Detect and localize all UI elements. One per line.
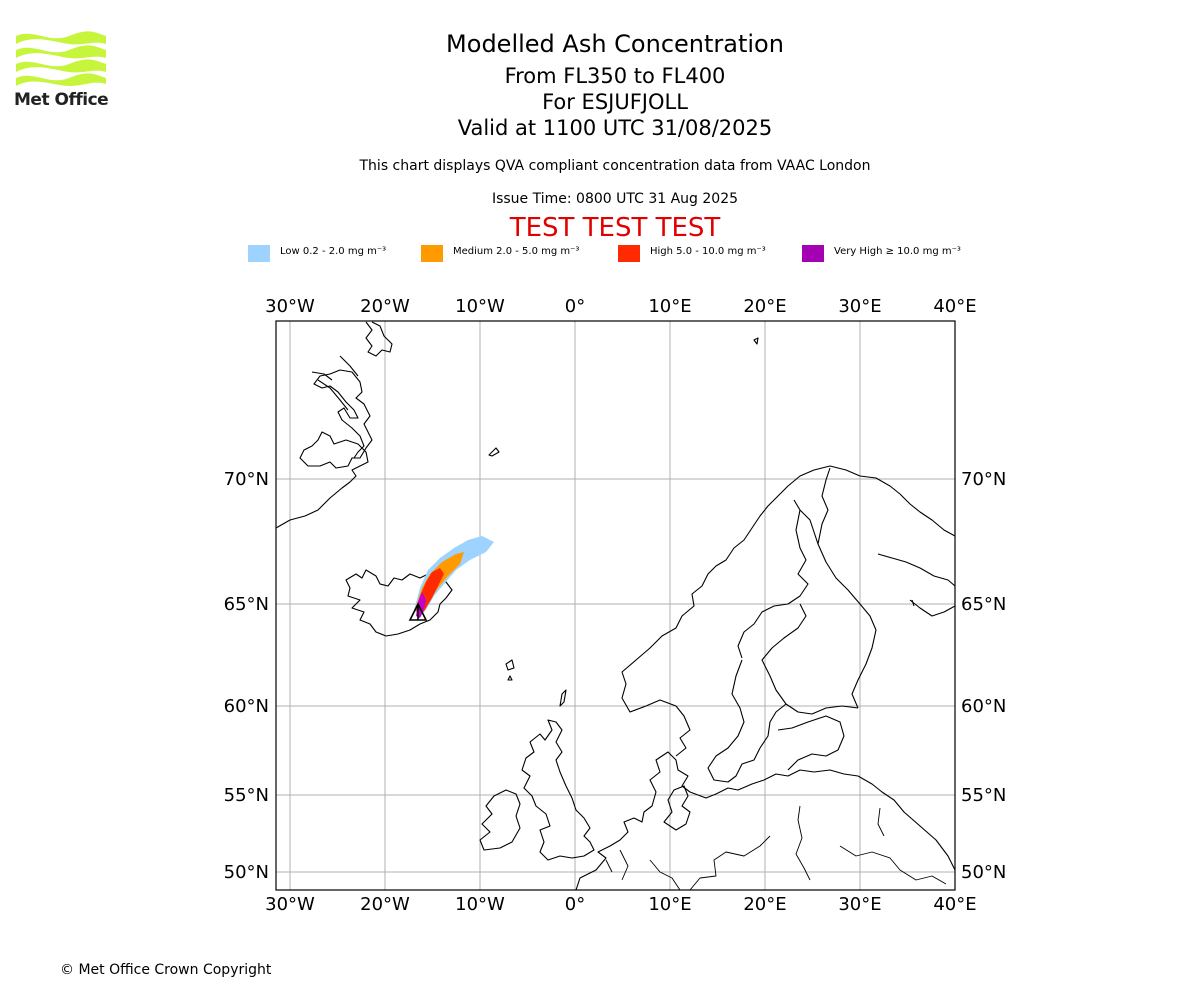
baltic-states	[777, 715, 845, 771]
gulf-of-bothnia	[737, 499, 859, 715]
legend-label-low: Low 0.2 - 2.0 mg m⁻³	[280, 246, 387, 257]
volcano-name: For ESJUFJOLL	[542, 90, 688, 114]
svalbard-coast	[753, 337, 759, 345]
scandinavia-coast	[621, 465, 956, 757]
lon-tick-label: 40°E	[933, 894, 976, 915]
sweden-baltic	[707, 659, 787, 783]
graticule	[276, 321, 956, 890]
jan-mayen-coast	[488, 447, 500, 457]
ash-plume	[408, 536, 494, 621]
logo-text: Met Office	[14, 90, 109, 110]
shetland-coast	[559, 689, 567, 707]
kola-coast	[877, 553, 956, 617]
lat-tick-label: 50°N	[224, 862, 269, 883]
lon-tick-label: 20°E	[743, 894, 786, 915]
greenland-coast	[275, 369, 373, 529]
legend-swatch-low	[248, 245, 270, 262]
lon-tick-label: 30°E	[838, 296, 881, 317]
finland-border	[799, 467, 877, 709]
met-office-waves-icon	[16, 31, 106, 86]
continent-coast	[575, 751, 956, 891]
map-frame	[275, 320, 956, 891]
lon-tick-label: 20°W	[360, 296, 410, 317]
test-banner: TEST TEST TEST	[509, 213, 721, 243]
lon-ticks-top: 30°W 20°W 10°W 0° 10°E 20°E 30°E 40°E	[265, 296, 976, 317]
lat-tick-label: 65°N	[961, 594, 1006, 615]
lon-tick-label: 10°W	[455, 894, 505, 915]
lon-tick-label: 0°	[565, 894, 585, 915]
greenland-coast-north	[365, 321, 393, 357]
lat-tick-label: 55°N	[961, 785, 1006, 806]
lat-tick-label: 50°N	[961, 862, 1006, 883]
legend-swatch-medium	[421, 245, 443, 262]
lon-tick-label: 30°E	[838, 894, 881, 915]
met-office-logo: Met Office	[14, 30, 109, 112]
lat-tick-label: 70°N	[961, 469, 1006, 490]
lat-ticks-left: 70°N 65°N 60°N 55°N 50°N	[224, 469, 269, 883]
lon-tick-label: 30°W	[265, 296, 315, 317]
lat-tick-label: 60°N	[961, 696, 1006, 717]
flight-level-range: From FL350 to FL400	[504, 64, 726, 88]
legend-label-high: High 5.0 - 10.0 mg m⁻³	[650, 246, 766, 257]
lat-ticks-right: 70°N 65°N 60°N 55°N 50°N	[961, 469, 1006, 883]
lon-tick-label: 40°E	[933, 296, 976, 317]
valid-time: Valid at 1100 UTC 31/08/2025	[457, 116, 773, 140]
iceland-coast	[345, 569, 453, 637]
copyright: © Met Office Crown Copyright	[60, 962, 272, 978]
lon-tick-label: 10°W	[455, 296, 505, 317]
chart-description: This chart displays QVA compliant concen…	[359, 158, 871, 174]
chart-title: Modelled Ash Concentration	[446, 30, 784, 58]
lat-tick-label: 70°N	[224, 469, 269, 490]
lon-ticks-bottom: 30°W 20°W 10°W 0° 10°E 20°E 30°E 40°E	[265, 894, 976, 915]
ash-low-polygon	[414, 536, 494, 616]
lat-tick-label: 60°N	[224, 696, 269, 717]
lon-tick-label: 20°W	[360, 894, 410, 915]
borders	[605, 805, 947, 891]
great-britain-coast	[521, 719, 595, 861]
legend-swatch-very-high	[802, 245, 824, 262]
denmark-coast	[663, 785, 691, 831]
lat-tick-label: 55°N	[224, 785, 269, 806]
lat-tick-label: 65°N	[224, 594, 269, 615]
lon-tick-label: 0°	[565, 296, 585, 317]
greenland-fjords	[311, 355, 359, 411]
legend-swatch-high	[618, 245, 640, 262]
volcano-marker-icon	[408, 602, 428, 621]
issue-time: Issue Time: 0800 UTC 31 Aug 2025	[491, 191, 739, 207]
lon-tick-label: 30°W	[265, 894, 315, 915]
faroe-coast	[505, 659, 515, 681]
lon-tick-label: 20°E	[743, 296, 786, 317]
legend-label-very-high: Very High ≥ 10.0 mg m⁻³	[834, 246, 961, 257]
lon-tick-label: 10°E	[648, 894, 691, 915]
coastlines	[275, 321, 956, 891]
legend-label-medium: Medium 2.0 - 5.0 mg m⁻³	[453, 246, 580, 257]
ireland-coast	[479, 789, 521, 851]
lon-tick-label: 10°E	[648, 296, 691, 317]
